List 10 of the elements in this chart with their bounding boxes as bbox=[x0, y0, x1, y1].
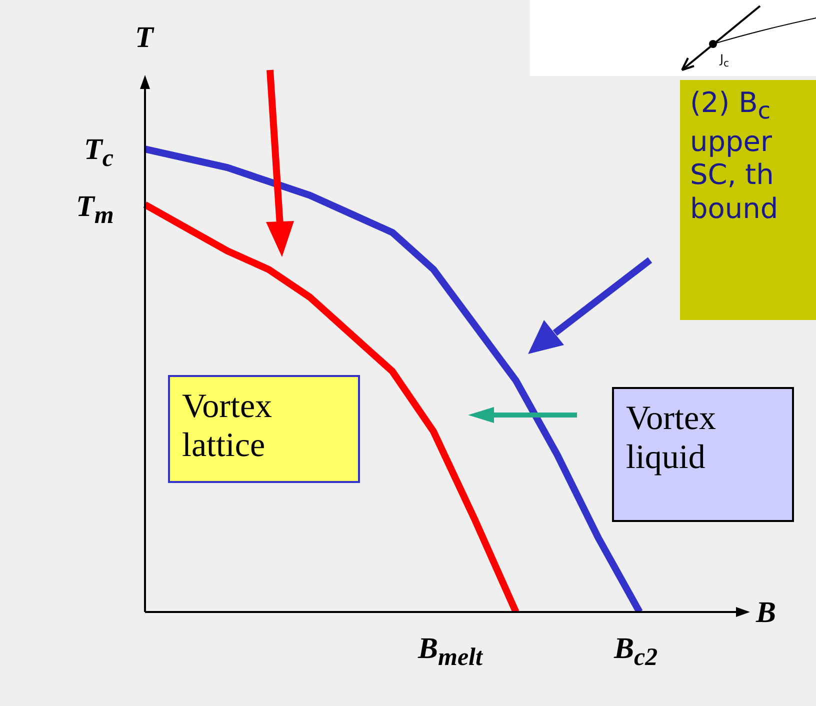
text: T$_{m}$ bbox=[76, 190, 114, 229]
text: T$_{c}$ bbox=[84, 133, 114, 172]
annotation: (2) B$_{c}$ upper SC, th bound bbox=[680, 80, 816, 320]
annotation: Vortex liquid bbox=[612, 387, 794, 522]
x-axis-title: B bbox=[756, 596, 776, 629]
annotation: Vortex lattice bbox=[168, 375, 360, 483]
text: J$_{c}$ bbox=[720, 52, 730, 70]
text: B$_{c2}$ bbox=[614, 632, 658, 671]
y-axis-title: T bbox=[135, 21, 154, 54]
text: B$_{melt}$ bbox=[418, 632, 482, 671]
